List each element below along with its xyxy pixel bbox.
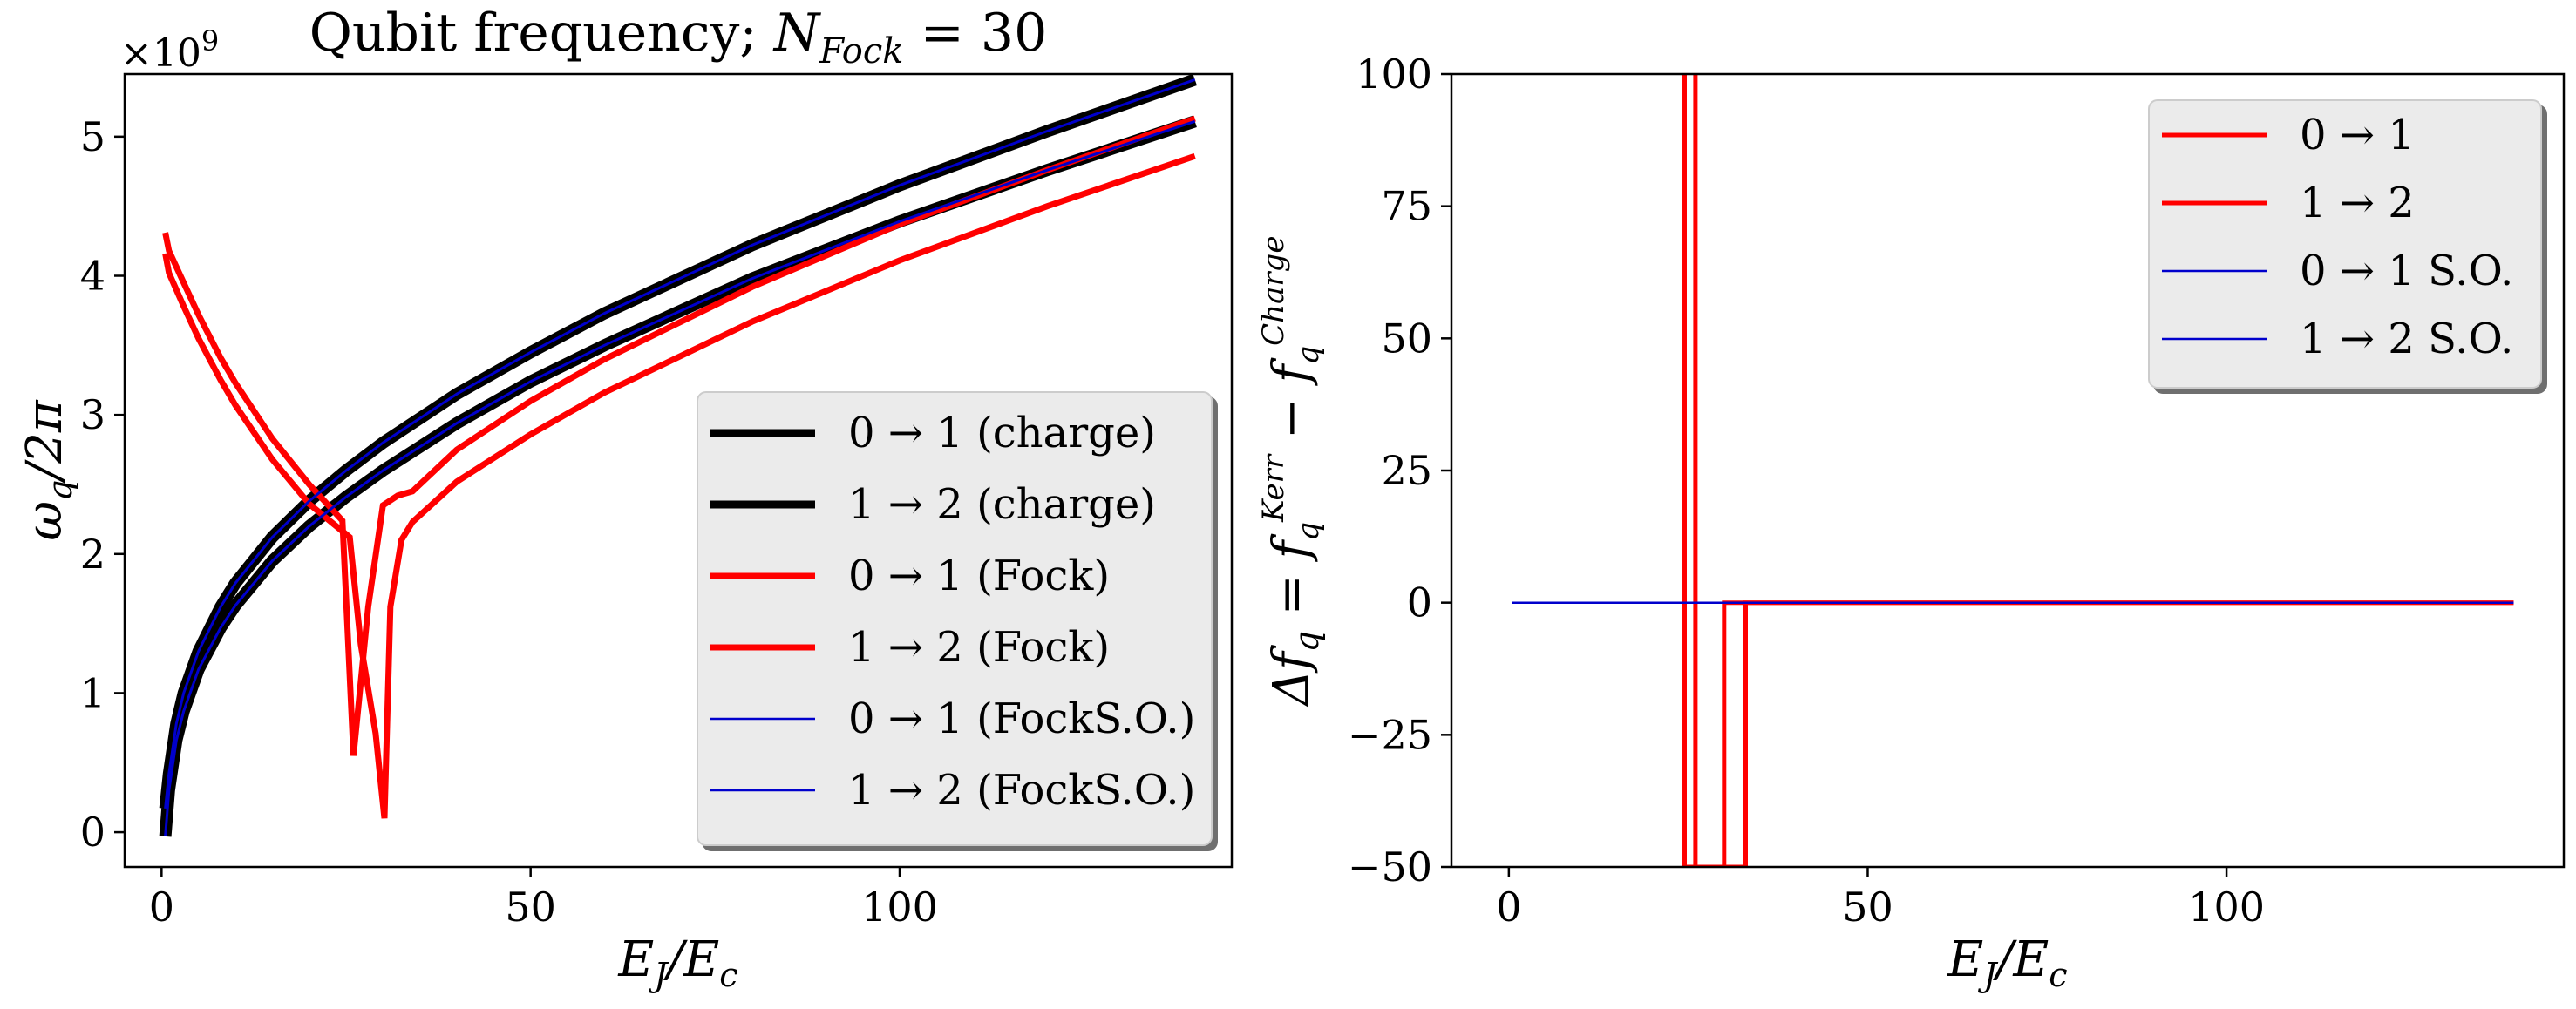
right-chart: 0 50 100 −50 −25 0 25 50 75 100 EJ/Ec Δfq = fqKer…	[1256, 51, 2566, 994]
legend-label: 0 → 1	[2300, 111, 2415, 159]
y-multiplier: ×109	[120, 24, 219, 76]
x-tick-label: 50	[505, 884, 556, 931]
legend-label: 0 → 1 (FockS.O.)	[848, 694, 1195, 743]
y-tick-label: 1	[80, 669, 105, 716]
y-tick-label: 5	[80, 113, 105, 160]
y-tick-label: −25	[1348, 711, 1432, 758]
y-tick-label: 0	[80, 809, 105, 856]
y-tick-label: 3	[80, 391, 105, 438]
chart-title: Qubit frequency; NFock = 30	[309, 3, 1048, 71]
legend-label: 1 → 2 (charge)	[848, 480, 1156, 529]
x-axis-label: EJ/Ec	[1947, 931, 2067, 994]
x-tick-label: 0	[149, 884, 174, 931]
y-tick-label: 4	[80, 252, 105, 299]
legend-label: 0 → 1 (charge)	[848, 409, 1156, 457]
y-tick-label: 100	[1356, 51, 1432, 98]
legend-label: 1 → 2 S.O.	[2300, 315, 2513, 363]
series-line	[162, 115, 1196, 756]
y-tick-label: 2	[80, 531, 105, 578]
x-tick-label: 100	[861, 884, 938, 931]
series-line	[162, 152, 1196, 819]
y-tick-label: 75	[1381, 183, 1432, 230]
x-axis-label: EJ/Ec	[617, 931, 737, 994]
legend: 0 → 1 1 → 2 0 → 1 S.O. 1 → 2 S.O.	[2148, 99, 2542, 389]
x-tick-label: 50	[1842, 884, 1893, 931]
series-line	[164, 119, 1196, 837]
x-tick-label: 0	[1496, 884, 1521, 931]
legend-label: 1 → 2 (Fock)	[848, 623, 1110, 672]
y-tick-label: 25	[1381, 447, 1432, 494]
legend-label: 0 → 1 S.O.	[2300, 247, 2513, 295]
y-axis-label: Δfq = fqKerr − fqCharge	[1256, 235, 1326, 707]
series-line	[164, 78, 1196, 809]
y-axis-label: ωq/2π	[17, 399, 79, 540]
y-tick-label: −50	[1348, 843, 1432, 890]
x-tick-label: 100	[2188, 884, 2265, 931]
plot-area-frame	[1450, 72, 2566, 869]
legend-label: 1 → 2	[2300, 179, 2415, 227]
y-tick-label: 50	[1381, 315, 1432, 362]
plot-area-frame	[123, 72, 1234, 869]
legend-label: 0 → 1 (Fock)	[848, 552, 1110, 600]
legend-label: 1 → 2 (FockS.O.)	[848, 766, 1195, 815]
legend: 0 → 1 (charge) 1 → 2 (charge) 0 → 1 (Fock)…	[697, 391, 1213, 846]
left-chart: Qubit frequency; NFock = 30 ×109 0 50 1000…	[17, 3, 1234, 994]
y-tick-label: 0	[1407, 579, 1432, 626]
